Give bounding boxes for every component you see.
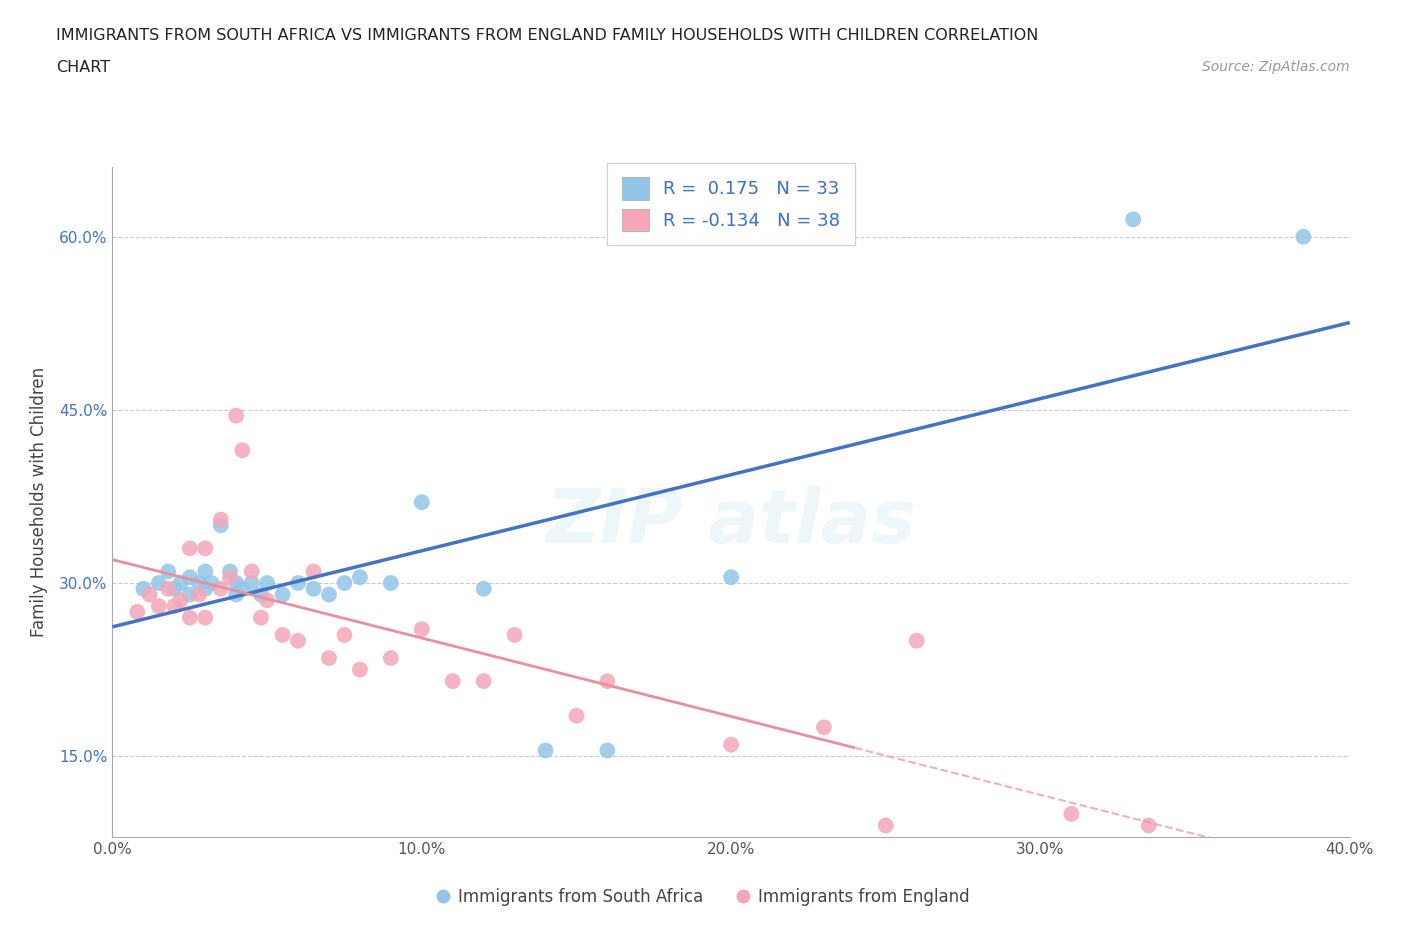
Legend: R =  0.175   N = 33, R = -0.134   N = 38: R = 0.175 N = 33, R = -0.134 N = 38 (607, 163, 855, 245)
Point (349, 662, 371, 677)
Point (179, 587, 201, 602)
Point (240, 576, 263, 591)
Point (157, 564, 180, 578)
Point (503, 628, 526, 643)
Point (194, 541, 217, 556)
Point (163, 599, 186, 614)
Point (318, 651, 340, 666)
Legend: Immigrants from South Africa, Immigrants from England: Immigrants from South Africa, Immigrants… (430, 881, 976, 912)
Point (148, 599, 170, 614)
Point (127, 604, 149, 619)
Point (271, 587, 294, 602)
Point (132, 581, 155, 596)
Point (225, 408, 247, 423)
Point (534, 743, 557, 758)
Point (287, 633, 309, 648)
Point (200, 576, 222, 591)
Point (225, 587, 247, 602)
Point (1122, 212, 1144, 227)
Point (411, 495, 433, 510)
Point (188, 587, 211, 602)
Point (333, 628, 356, 643)
Point (231, 443, 253, 458)
Point (250, 610, 273, 625)
Point (380, 576, 402, 591)
Point (169, 593, 191, 608)
Point (472, 673, 495, 688)
Point (441, 673, 464, 688)
Point (349, 570, 371, 585)
Point (875, 818, 897, 833)
Point (148, 576, 170, 591)
Point (209, 581, 232, 596)
Point (472, 581, 495, 596)
Point (1137, 818, 1160, 833)
Point (411, 622, 433, 637)
Point (318, 587, 340, 602)
Point (240, 564, 263, 578)
Point (596, 743, 619, 758)
Point (225, 576, 247, 591)
Point (720, 737, 742, 752)
Point (565, 709, 588, 724)
Point (179, 541, 201, 556)
Y-axis label: Family Households with Children: Family Households with Children (30, 367, 48, 637)
Point (157, 581, 180, 596)
Point (250, 587, 273, 602)
Text: IMMIGRANTS FROM SOUTH AFRICA VS IMMIGRANTS FROM ENGLAND FAMILY HOUSEHOLDS WITH C: IMMIGRANTS FROM SOUTH AFRICA VS IMMIGRAN… (56, 28, 1039, 43)
Point (209, 518, 232, 533)
Point (302, 564, 325, 578)
Point (256, 576, 278, 591)
Point (169, 576, 191, 591)
Point (219, 564, 242, 578)
Point (194, 581, 217, 596)
Point (219, 570, 242, 585)
Point (163, 581, 186, 596)
Point (596, 673, 619, 688)
Point (287, 576, 309, 591)
Text: Source: ZipAtlas.com: Source: ZipAtlas.com (1202, 60, 1350, 74)
Point (194, 610, 217, 625)
Point (256, 593, 278, 608)
Point (813, 720, 835, 735)
Point (179, 570, 201, 585)
Point (179, 610, 201, 625)
Point (720, 570, 742, 585)
Text: CHART: CHART (56, 60, 110, 75)
Point (209, 512, 232, 527)
Point (905, 633, 928, 648)
Point (194, 564, 217, 578)
Point (302, 581, 325, 596)
Point (380, 651, 402, 666)
Text: ZIP atlas: ZIP atlas (546, 485, 917, 559)
Point (188, 576, 211, 591)
Point (231, 581, 253, 596)
Point (271, 628, 294, 643)
Point (138, 587, 160, 602)
Point (1292, 229, 1315, 244)
Point (333, 576, 356, 591)
Point (1060, 806, 1083, 821)
